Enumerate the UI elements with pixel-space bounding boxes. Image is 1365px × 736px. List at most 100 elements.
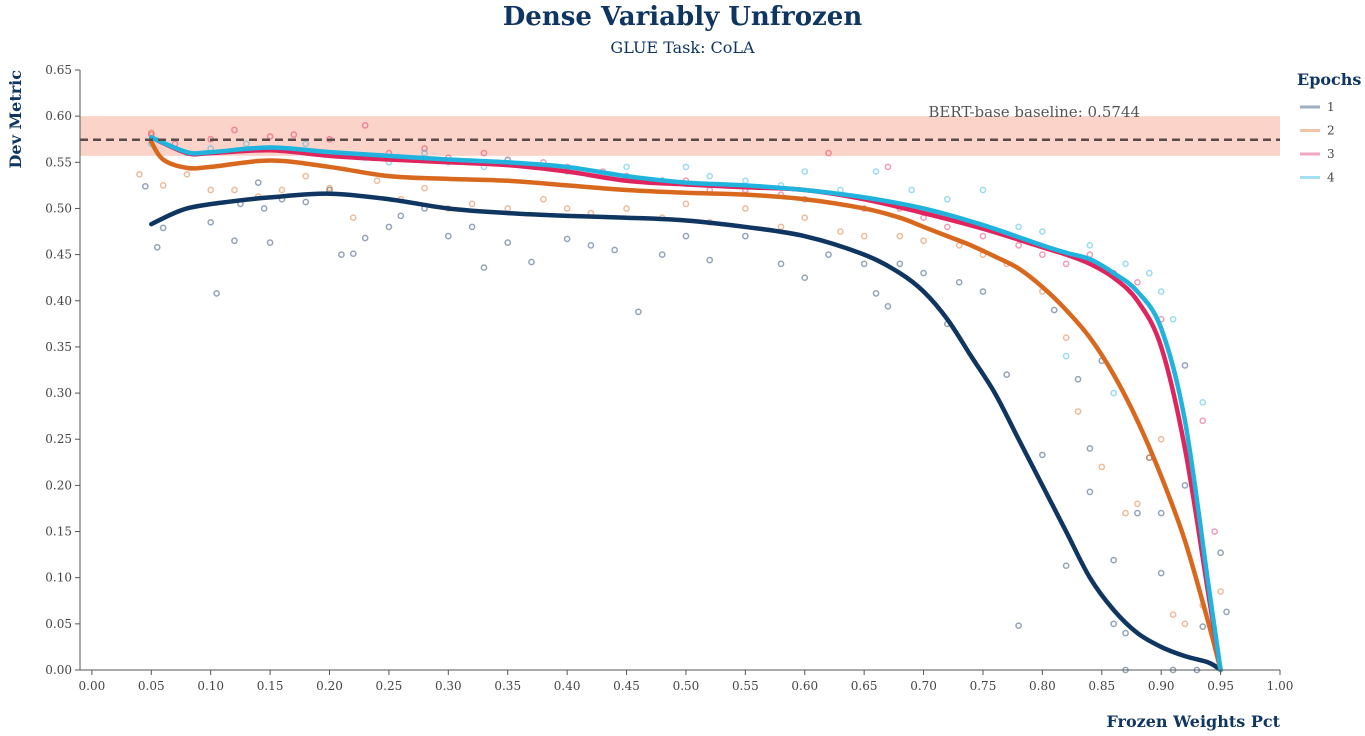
point-epoch-1 [860, 260, 868, 268]
trend-line-epoch-4 [149, 135, 1223, 673]
point-epoch-1 [213, 290, 220, 297]
y-tick-label: 0.35 [45, 340, 72, 354]
point-epoch-1 [361, 234, 369, 242]
trend-line-epoch-1 [149, 191, 1223, 673]
x-tick-label: 0.35 [494, 679, 521, 693]
point-epoch-1 [777, 260, 785, 268]
point-epoch-4 [1039, 228, 1046, 235]
point-epoch-2 [540, 195, 547, 203]
point-epoch-2 [278, 186, 286, 194]
point-epoch-4 [943, 195, 951, 203]
y-tick-label: 0.60 [45, 109, 72, 123]
point-epoch-4 [302, 140, 310, 148]
point-epoch-4 [242, 140, 250, 148]
point-epoch-4 [1062, 352, 1070, 360]
point-epoch-1 [635, 308, 642, 316]
point-epoch-3 [1181, 362, 1189, 369]
point-epoch-3 [361, 122, 369, 129]
point-epoch-2 [563, 205, 571, 212]
point-epoch-1 [1223, 608, 1230, 616]
x-tick-label: 1.00 [1267, 679, 1294, 693]
point-epoch-2 [860, 232, 868, 240]
point-epoch-1 [1217, 549, 1224, 557]
x-tick-label: 0.40 [554, 679, 581, 693]
point-epoch-1 [741, 232, 749, 240]
y-tick-label: 0.25 [45, 432, 72, 446]
point-epoch-3 [1039, 251, 1046, 258]
x-tick-label: 0.00 [79, 679, 106, 693]
y-tick-label: 0.05 [45, 617, 72, 631]
point-epoch-4 [872, 168, 880, 175]
point-epoch-1 [1086, 488, 1094, 496]
point-epoch-1 [254, 179, 262, 186]
point-epoch-4 [1157, 288, 1165, 295]
point-epoch-3 [979, 232, 987, 240]
point-epoch-3 [1015, 242, 1022, 249]
point-epoch-2 [326, 184, 333, 192]
point-epoch-1 [385, 223, 393, 231]
point-epoch-3 [480, 149, 488, 157]
point-epoch-4 [1086, 242, 1094, 249]
point-epoch-2 [777, 223, 785, 231]
point-epoch-1 [1110, 620, 1118, 628]
point-epoch-3 [1199, 417, 1207, 425]
x-tick-label: 0.20 [316, 679, 343, 693]
y-tick-label: 0.45 [45, 248, 72, 262]
point-epoch-3 [1134, 278, 1141, 286]
point-epoch-1 [1199, 623, 1207, 630]
point-epoch-4 [1145, 269, 1153, 277]
y-axis-title: Dev Metric [6, 70, 25, 169]
point-epoch-2 [920, 237, 927, 245]
point-epoch-4 [1169, 315, 1177, 323]
point-epoch-1 [207, 218, 215, 226]
point-epoch-2 [682, 200, 690, 208]
point-epoch-4 [908, 186, 916, 194]
point-epoch-1 [338, 251, 345, 258]
chart-subtitle: GLUE Task: CoLA [610, 38, 755, 57]
point-epoch-2 [1134, 500, 1141, 508]
point-epoch-3 [1062, 260, 1070, 268]
point-epoch-3 [421, 145, 428, 152]
legend-label-epoch-2: 2 [1327, 124, 1335, 138]
x-tick-label: 0.65 [851, 679, 878, 693]
point-epoch-4 [682, 163, 690, 171]
point-epoch-2 [421, 184, 428, 192]
point-epoch-4 [1199, 398, 1207, 406]
point-epoch-3 [266, 133, 274, 140]
chart-title: Dense Variably Unfrozen [502, 2, 863, 32]
point-epoch-4 [1122, 260, 1129, 268]
y-tick-label: 0.30 [45, 386, 72, 400]
point-epoch-2 [136, 170, 143, 178]
x-tick-label: 0.05 [138, 679, 165, 693]
point-epoch-1 [1134, 509, 1141, 517]
point-epoch-2 [231, 186, 238, 194]
point-epoch-1 [480, 264, 488, 271]
point-epoch-1 [920, 269, 927, 277]
point-epoch-2 [837, 228, 844, 235]
point-epoch-1 [1050, 306, 1058, 314]
point-epoch-2 [183, 170, 191, 178]
point-epoch-2 [1181, 620, 1189, 628]
point-epoch-2 [1074, 408, 1082, 415]
point-epoch-4 [623, 163, 630, 171]
point-epoch-1 [528, 258, 535, 266]
x-tick-label: 0.10 [197, 679, 224, 693]
x-tick-label: 0.75 [970, 679, 997, 693]
x-tick-label: 0.50 [673, 679, 700, 693]
y-tick-label: 0.55 [45, 155, 72, 169]
point-epoch-2 [1169, 611, 1177, 618]
point-epoch-1 [1157, 569, 1165, 577]
point-epoch-2 [207, 186, 215, 194]
point-epoch-3 [290, 131, 298, 138]
point-epoch-2 [623, 205, 630, 212]
x-tick-label: 0.90 [1148, 679, 1175, 693]
point-epoch-1 [153, 243, 161, 251]
point-epoch-1 [1122, 629, 1129, 637]
point-epoch-1 [397, 212, 405, 220]
point-epoch-1 [468, 223, 476, 231]
point-epoch-1 [563, 235, 571, 243]
point-epoch-2 [1098, 463, 1106, 471]
legend-label-epoch-4: 4 [1327, 171, 1335, 185]
point-epoch-1 [1110, 556, 1118, 564]
